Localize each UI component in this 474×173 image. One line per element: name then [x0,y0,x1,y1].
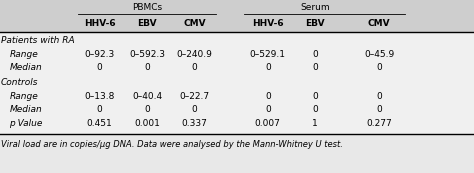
Text: 0: 0 [376,92,382,101]
Text: 0–529.1: 0–529.1 [250,50,286,59]
Text: 0: 0 [265,63,271,72]
Text: 0: 0 [265,92,271,101]
Bar [0,32,474,134]
Text: 0: 0 [312,105,318,114]
Bar [0,134,474,173]
Bar [0,0,474,32]
Text: 0: 0 [191,63,197,72]
Text: Range: Range [9,50,38,59]
Text: CMV: CMV [183,19,206,28]
Text: 0: 0 [265,105,271,114]
Text: 0–45.9: 0–45.9 [364,50,394,59]
Text: 0–592.3: 0–592.3 [129,50,165,59]
Text: 0–13.8: 0–13.8 [84,92,115,101]
Text: Median: Median [9,63,42,72]
Text: 0: 0 [97,63,102,72]
Text: HHV-6: HHV-6 [84,19,115,28]
Text: EBV: EBV [137,19,157,28]
Text: Viral load are in copies/μg DNA. Data were analysed by the Mann-Whitney U test.: Viral load are in copies/μg DNA. Data we… [1,140,343,149]
Text: 0: 0 [191,105,197,114]
Text: 0: 0 [144,105,150,114]
Text: 1: 1 [312,119,318,128]
Text: 0–22.7: 0–22.7 [179,92,210,101]
Text: 0–40.4: 0–40.4 [132,92,162,101]
Text: 0.001: 0.001 [134,119,160,128]
Text: 0: 0 [144,63,150,72]
Text: PBMCs: PBMCs [132,3,162,12]
Text: 0.451: 0.451 [87,119,112,128]
Text: 0–240.9: 0–240.9 [176,50,212,59]
Text: p Value: p Value [9,119,43,128]
Text: Median: Median [9,105,42,114]
Text: Range: Range [9,92,38,101]
Text: 0: 0 [376,105,382,114]
Text: Patients with RA: Patients with RA [1,36,74,45]
Text: CMV: CMV [368,19,391,28]
Text: 0–92.3: 0–92.3 [84,50,115,59]
Text: 0: 0 [312,50,318,59]
Text: 0: 0 [376,63,382,72]
Text: Serum: Serum [301,3,330,12]
Text: 0.337: 0.337 [182,119,207,128]
Text: HHV-6: HHV-6 [252,19,283,28]
Text: 0.007: 0.007 [255,119,281,128]
Text: 0: 0 [97,105,102,114]
Text: 0.277: 0.277 [366,119,392,128]
Text: EBV: EBV [305,19,325,28]
Text: Controls: Controls [1,78,38,87]
Text: 0: 0 [312,63,318,72]
Text: 0: 0 [312,92,318,101]
